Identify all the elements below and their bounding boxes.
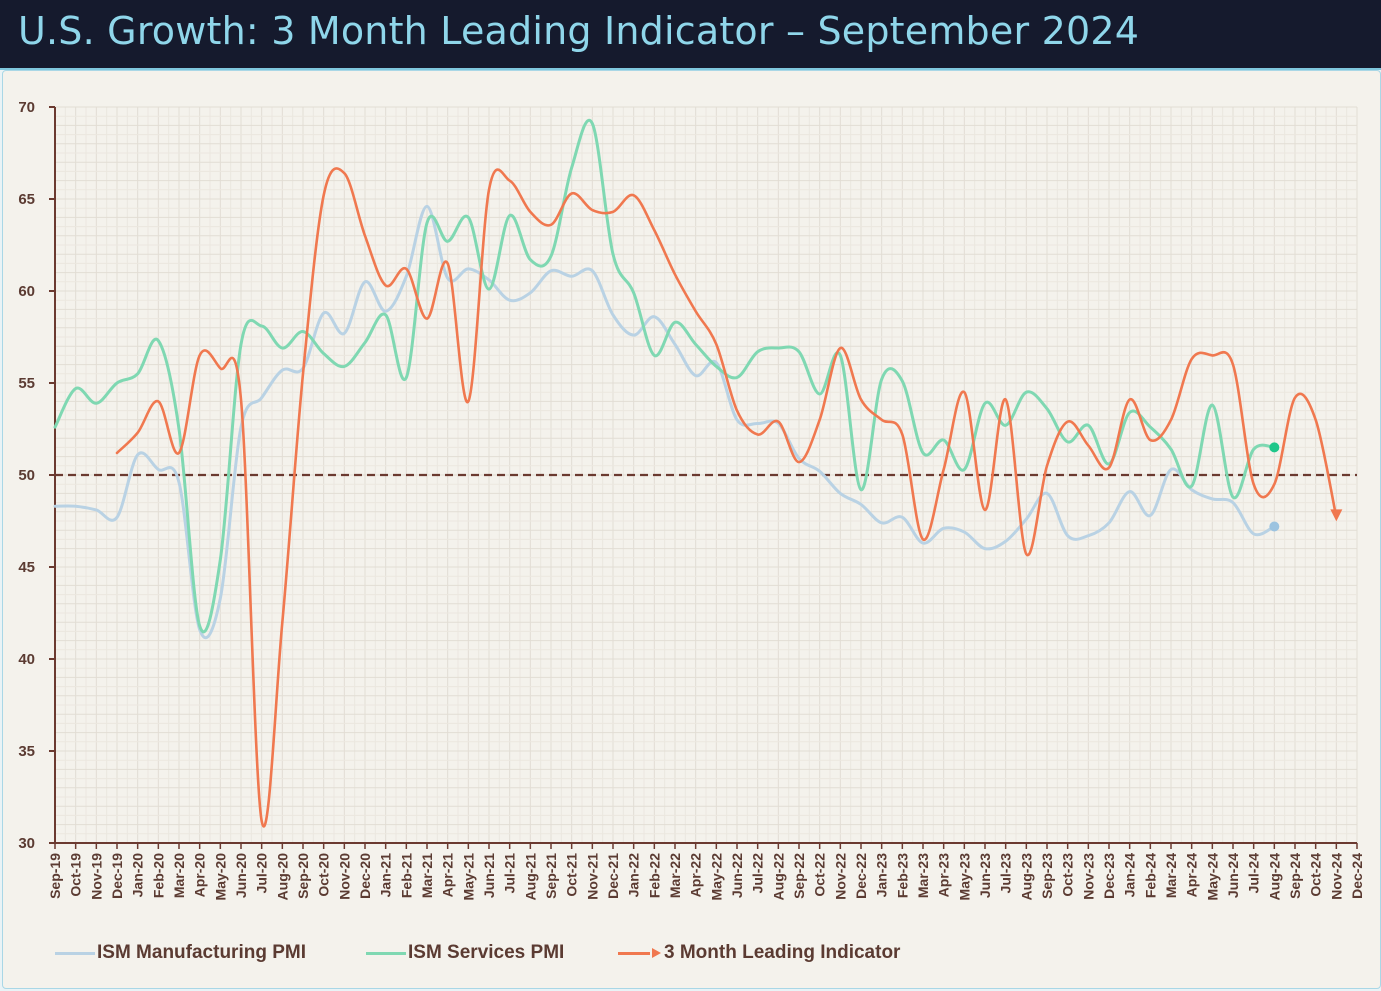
- y-tick-label: 60: [18, 283, 35, 300]
- y-tick-label: 30: [18, 835, 35, 852]
- x-tick-label: Mar-23: [915, 853, 931, 898]
- x-tick-label: Feb-21: [398, 853, 414, 898]
- x-tick-label: Nov-22: [832, 853, 848, 900]
- x-tick-label: Oct-23: [1060, 853, 1076, 897]
- x-tick-label: Aug-20: [274, 853, 290, 901]
- y-tick-label: 40: [18, 651, 35, 668]
- x-tick-label: May-22: [708, 853, 724, 901]
- x-tick-label: Jul-22: [750, 853, 766, 894]
- x-tick-label: Feb-22: [646, 853, 662, 898]
- y-tick-label: 50: [18, 467, 35, 484]
- x-tick-label: Dec-22: [853, 853, 869, 899]
- x-tick-label: Feb-24: [1142, 853, 1158, 898]
- x-tick-label: Nov-23: [1080, 853, 1096, 900]
- x-tick-label: Jul-24: [1246, 853, 1262, 894]
- x-tick-label: Mar-24: [1163, 853, 1179, 898]
- page-title: U.S. Growth: 3 Month Leading Indicator –…: [18, 9, 1140, 53]
- x-tick-label: Jan-24: [1122, 853, 1138, 898]
- series-end-dot: [1269, 442, 1280, 453]
- x-tick-label: May-20: [212, 853, 228, 901]
- x-tick-label: Mar-20: [171, 853, 187, 898]
- x-tick-label: Jan-22: [626, 853, 642, 898]
- x-tick-label: Aug-22: [770, 853, 786, 901]
- x-tick-label: Oct-19: [68, 853, 84, 897]
- legend-item-services: ISM Services PMI: [366, 940, 564, 966]
- x-tick-label: Apr-23: [936, 853, 952, 898]
- x-tick-label: Apr-22: [688, 853, 704, 898]
- legend-label-manufacturing: ISM Manufacturing PMI: [97, 942, 306, 963]
- x-tick-label: Feb-20: [150, 853, 166, 898]
- legend-item-manufacturing: ISM Manufacturing PMI: [55, 940, 306, 966]
- legend-swatch-services: [366, 951, 406, 955]
- legend-label-leading-indicator: 3 Month Leading Indicator: [664, 942, 901, 963]
- y-tick-label: 35: [18, 743, 35, 760]
- x-tick-label: Jun-21: [481, 853, 497, 898]
- x-tick-label: May-21: [460, 853, 476, 901]
- x-tick-label: Apr-20: [192, 853, 208, 898]
- x-tick-label: Jun-20: [233, 853, 249, 898]
- x-tick-label: Jan-23: [874, 853, 890, 898]
- x-tick-label: Sep-19: [47, 853, 63, 899]
- chart-panel: [2, 70, 1381, 989]
- x-tick-label: Dec-24: [1349, 853, 1365, 899]
- x-tick-label: Sep-24: [1287, 853, 1303, 899]
- x-tick-label: Sep-21: [543, 853, 559, 899]
- x-tick-label: Sep-22: [791, 853, 807, 899]
- x-tick-label: Nov-19: [88, 853, 104, 900]
- header-bar: U.S. Growth: 3 Month Leading Indicator –…: [0, 0, 1381, 70]
- x-tick-label: May-23: [956, 853, 972, 901]
- legend-swatch-leading-indicator: [618, 951, 650, 955]
- x-tick-label: Jun-22: [729, 853, 745, 898]
- x-tick-label: Nov-24: [1328, 853, 1344, 900]
- y-tick-label: 70: [18, 99, 35, 116]
- x-tick-label: Jun-24: [1225, 853, 1241, 898]
- x-tick-label: Nov-21: [584, 853, 600, 900]
- series-line-services: [53, 119, 1276, 634]
- x-tick-label: Aug-23: [1018, 853, 1034, 901]
- x-tick-label: Mar-22: [667, 853, 683, 898]
- y-tick-label: 65: [18, 191, 35, 208]
- legend-swatch-manufacturing: [55, 951, 95, 955]
- x-tick-label: Jan-20: [130, 853, 146, 898]
- x-tick-label: Mar-21: [419, 853, 435, 898]
- series-line-leading-indicator: [115, 167, 1338, 828]
- x-tick-label: Jul-21: [502, 853, 518, 894]
- x-tick-label: Apr-21: [440, 853, 456, 898]
- x-tick-label: Oct-21: [564, 853, 580, 897]
- series-end-dot: [1269, 521, 1280, 532]
- x-tick-label: Aug-24: [1266, 853, 1282, 901]
- x-tick-label: Apr-24: [1184, 853, 1200, 898]
- x-tick-label: Sep-23: [1039, 853, 1055, 899]
- x-tick-label: Jan-21: [378, 853, 394, 898]
- x-tick-label: May-24: [1204, 853, 1220, 901]
- x-tick-label: Jul-23: [998, 853, 1014, 894]
- x-tick-label: Feb-23: [894, 853, 910, 898]
- x-tick-label: Dec-21: [605, 853, 621, 899]
- x-tick-label: Jul-20: [254, 853, 270, 894]
- x-tick-label: Dec-23: [1101, 853, 1117, 899]
- legend-item-leading-indicator: 3 Month Leading Indicator: [618, 940, 900, 966]
- x-tick-label: Dec-20: [357, 853, 373, 899]
- x-tick-label: Oct-22: [812, 853, 828, 897]
- y-tick-label: 55: [18, 375, 35, 392]
- y-tick-label: 45: [18, 559, 35, 576]
- x-tick-label: Aug-21: [522, 853, 538, 901]
- x-tick-label: Nov-20: [336, 853, 352, 900]
- x-tick-label: Jun-23: [977, 853, 993, 898]
- x-tick-label: Dec-19: [109, 853, 125, 899]
- arrow-down-icon: [1330, 509, 1343, 522]
- arrow-right-icon: [652, 948, 661, 958]
- x-tick-label: Oct-20: [316, 853, 332, 897]
- x-tick-label: Oct-24: [1308, 853, 1324, 897]
- legend-label-services: ISM Services PMI: [408, 942, 565, 963]
- x-tick-label: Sep-20: [295, 853, 311, 899]
